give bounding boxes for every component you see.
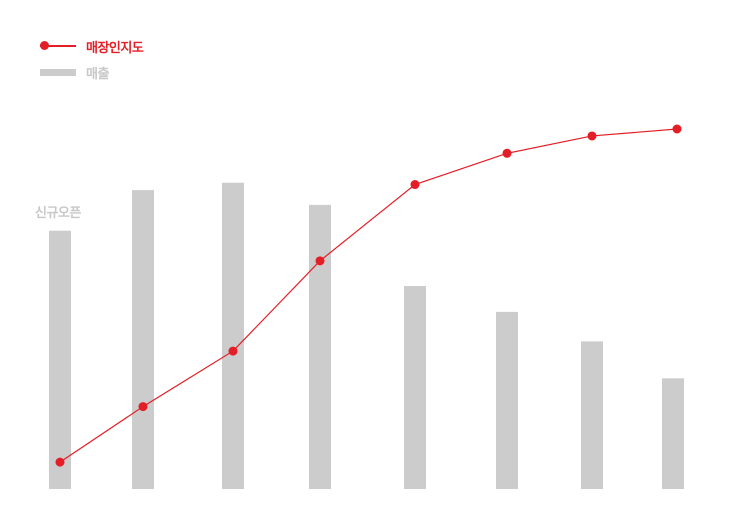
sales-bar-2: [132, 190, 154, 490]
legend-label-awareness: 매장인지도: [86, 40, 144, 56]
awareness-point-3: [228, 346, 238, 356]
line-series: [59, 128, 678, 463]
sales-bar-6: [496, 311, 518, 489]
bar-series: [49, 182, 684, 490]
sales-bar-5: [404, 286, 426, 489]
awareness-line: [59, 128, 678, 463]
awareness-point-5: [410, 180, 420, 190]
line-points: [55, 124, 682, 467]
sales-bar-8: [662, 378, 684, 489]
sales-bar-7: [581, 341, 603, 489]
new-open-annotation: 신규오픈: [35, 206, 81, 221]
legend-item-awareness: 매장인지도: [40, 36, 144, 56]
legend-label-sales: 매출: [86, 66, 109, 82]
legend: 매장인지도 매출: [40, 36, 144, 88]
sales-bar-4: [309, 204, 331, 489]
awareness-point-4: [315, 256, 325, 266]
line-swatch-icon: [40, 39, 76, 53]
legend-item-sales: 매출: [40, 62, 143, 82]
sales-bar-3: [222, 182, 244, 490]
awareness-point-7: [587, 131, 597, 141]
awareness-point-1: [55, 457, 65, 467]
sales-bar-1: [49, 230, 71, 489]
awareness-point-8: [672, 124, 682, 134]
awareness-point-6: [502, 148, 512, 158]
bar-swatch-icon: [40, 68, 76, 76]
awareness-point-2: [138, 402, 148, 412]
